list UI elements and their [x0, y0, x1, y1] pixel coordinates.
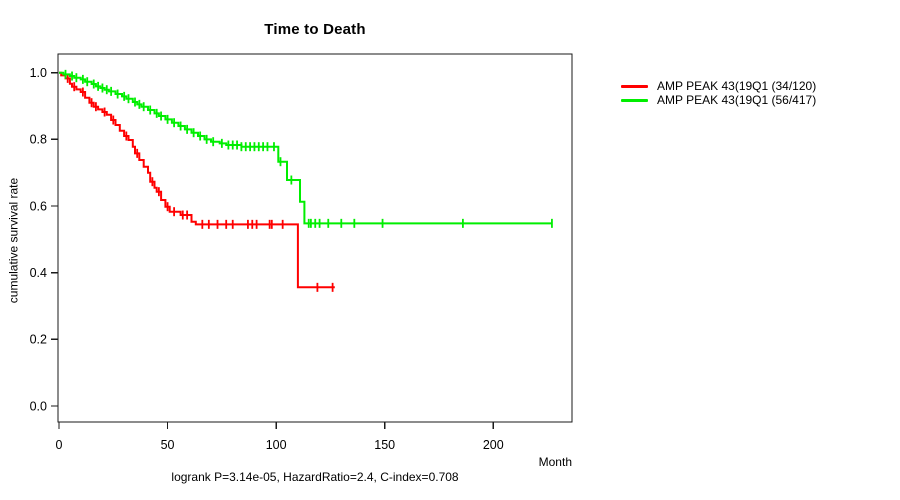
- legend-item-green: AMP PEAK 43(19Q1 (56/417): [621, 93, 816, 107]
- x-tick-label: 0: [56, 438, 63, 452]
- x-tick-label: 200: [483, 438, 504, 452]
- legend-item-red: AMP PEAK 43(19Q1 (34/120): [621, 79, 816, 93]
- x-tick-label: 50: [161, 438, 175, 452]
- legend: AMP PEAK 43(19Q1 (34/120) AMP PEAK 43(19…: [621, 79, 816, 107]
- y-tick-label: 0.8: [30, 133, 47, 147]
- x-axis-label: Month: [538, 455, 572, 469]
- x-tick-label: 150: [374, 438, 395, 452]
- legend-label-green: AMP PEAK 43(19Q1 (56/417): [657, 93, 817, 107]
- y-tick-label: 0.0: [30, 399, 47, 413]
- legend-line-red-icon: [621, 84, 648, 88]
- stats-caption: logrank P=3.14e-05, HazardRatio=2.4, C-i…: [171, 470, 459, 484]
- y-tick-label: 0.4: [30, 266, 47, 280]
- y-tick-label: 0.6: [30, 199, 47, 213]
- y-axis-label: cumulative survival rate: [6, 177, 21, 304]
- y-tick-label: 1.0: [30, 66, 47, 80]
- survival-curve-green: [59, 71, 552, 225]
- legend-line-green-icon: [621, 98, 648, 102]
- y-tick-label: 0.2: [30, 333, 47, 347]
- plot-box: [57, 53, 573, 423]
- x-tick-label: 100: [266, 438, 287, 452]
- legend-label-red: AMP PEAK 43(19Q1 (34/120): [657, 79, 817, 93]
- chart-title: Time to Death: [264, 21, 366, 38]
